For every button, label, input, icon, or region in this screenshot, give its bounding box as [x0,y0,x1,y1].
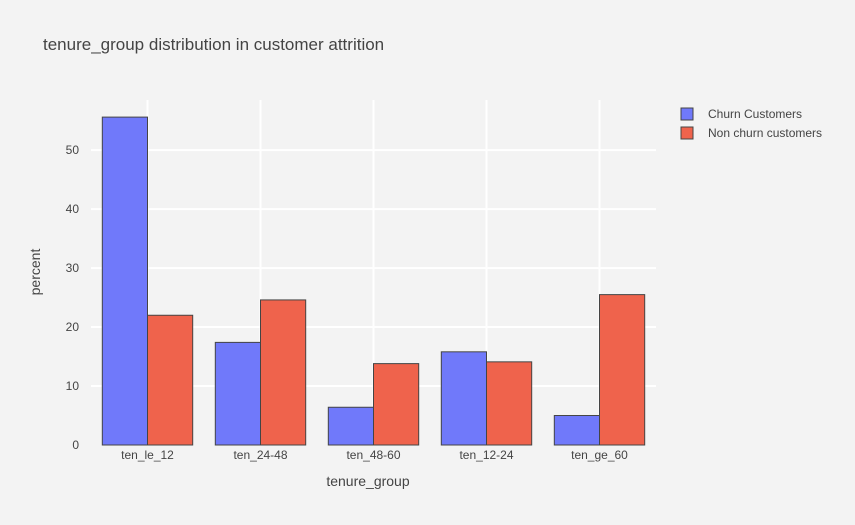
legend-label: Non churn customers [708,126,822,140]
bar-non-churn-ten_12-24[interactable] [486,361,533,446]
bar-churn-ten_le_12[interactable] [101,116,149,446]
bar-non-churn-ten_ge_60[interactable] [599,294,646,446]
y-tick-label: 10 [66,379,80,393]
bar-non-churn-ten_24-48[interactable] [260,299,307,446]
bars [101,116,646,446]
bar-churn-ten_12-24[interactable] [440,351,487,446]
y-tick-label: 50 [66,143,80,157]
bar-churn-ten_48-60[interactable] [327,406,374,446]
y-tick-label: 20 [66,320,80,334]
x-axis-title: tenure_group [326,473,410,489]
y-tick-label: 30 [66,261,80,275]
x-tick-label: ten_24-48 [233,448,287,462]
y-axis-ticks: 0 10 20 30 40 50 [66,143,80,452]
chart-title: tenure_group distribution in customer at… [43,35,384,54]
y-axis-title: percent [27,249,43,296]
legend[interactable]: Churn Customers Non churn customers [680,107,822,140]
legend-swatch [680,126,694,140]
y-tick-label: 0 [72,438,79,452]
bar-churn-ten_24-48[interactable] [214,341,262,446]
x-axis-ticks: ten_le_12 ten_24-48 ten_48-60 ten_12-24 ten_… [121,448,628,462]
x-tick-label: ten_ge_60 [571,448,628,462]
legend-item-non-churn[interactable]: Non churn customers [680,126,822,140]
legend-item-churn[interactable]: Churn Customers [680,107,802,121]
bar-non-churn-ten_48-60[interactable] [373,363,420,446]
bar-churn-ten_ge_60[interactable] [553,415,600,446]
bar-non-churn-ten_le_12[interactable] [147,314,194,446]
legend-label: Churn Customers [708,107,802,121]
x-tick-label: ten_48-60 [346,448,400,462]
legend-swatch [680,107,694,121]
y-tick-label: 40 [66,202,80,216]
x-tick-label: ten_12-24 [459,448,513,462]
x-tick-label: ten_le_12 [121,448,174,462]
